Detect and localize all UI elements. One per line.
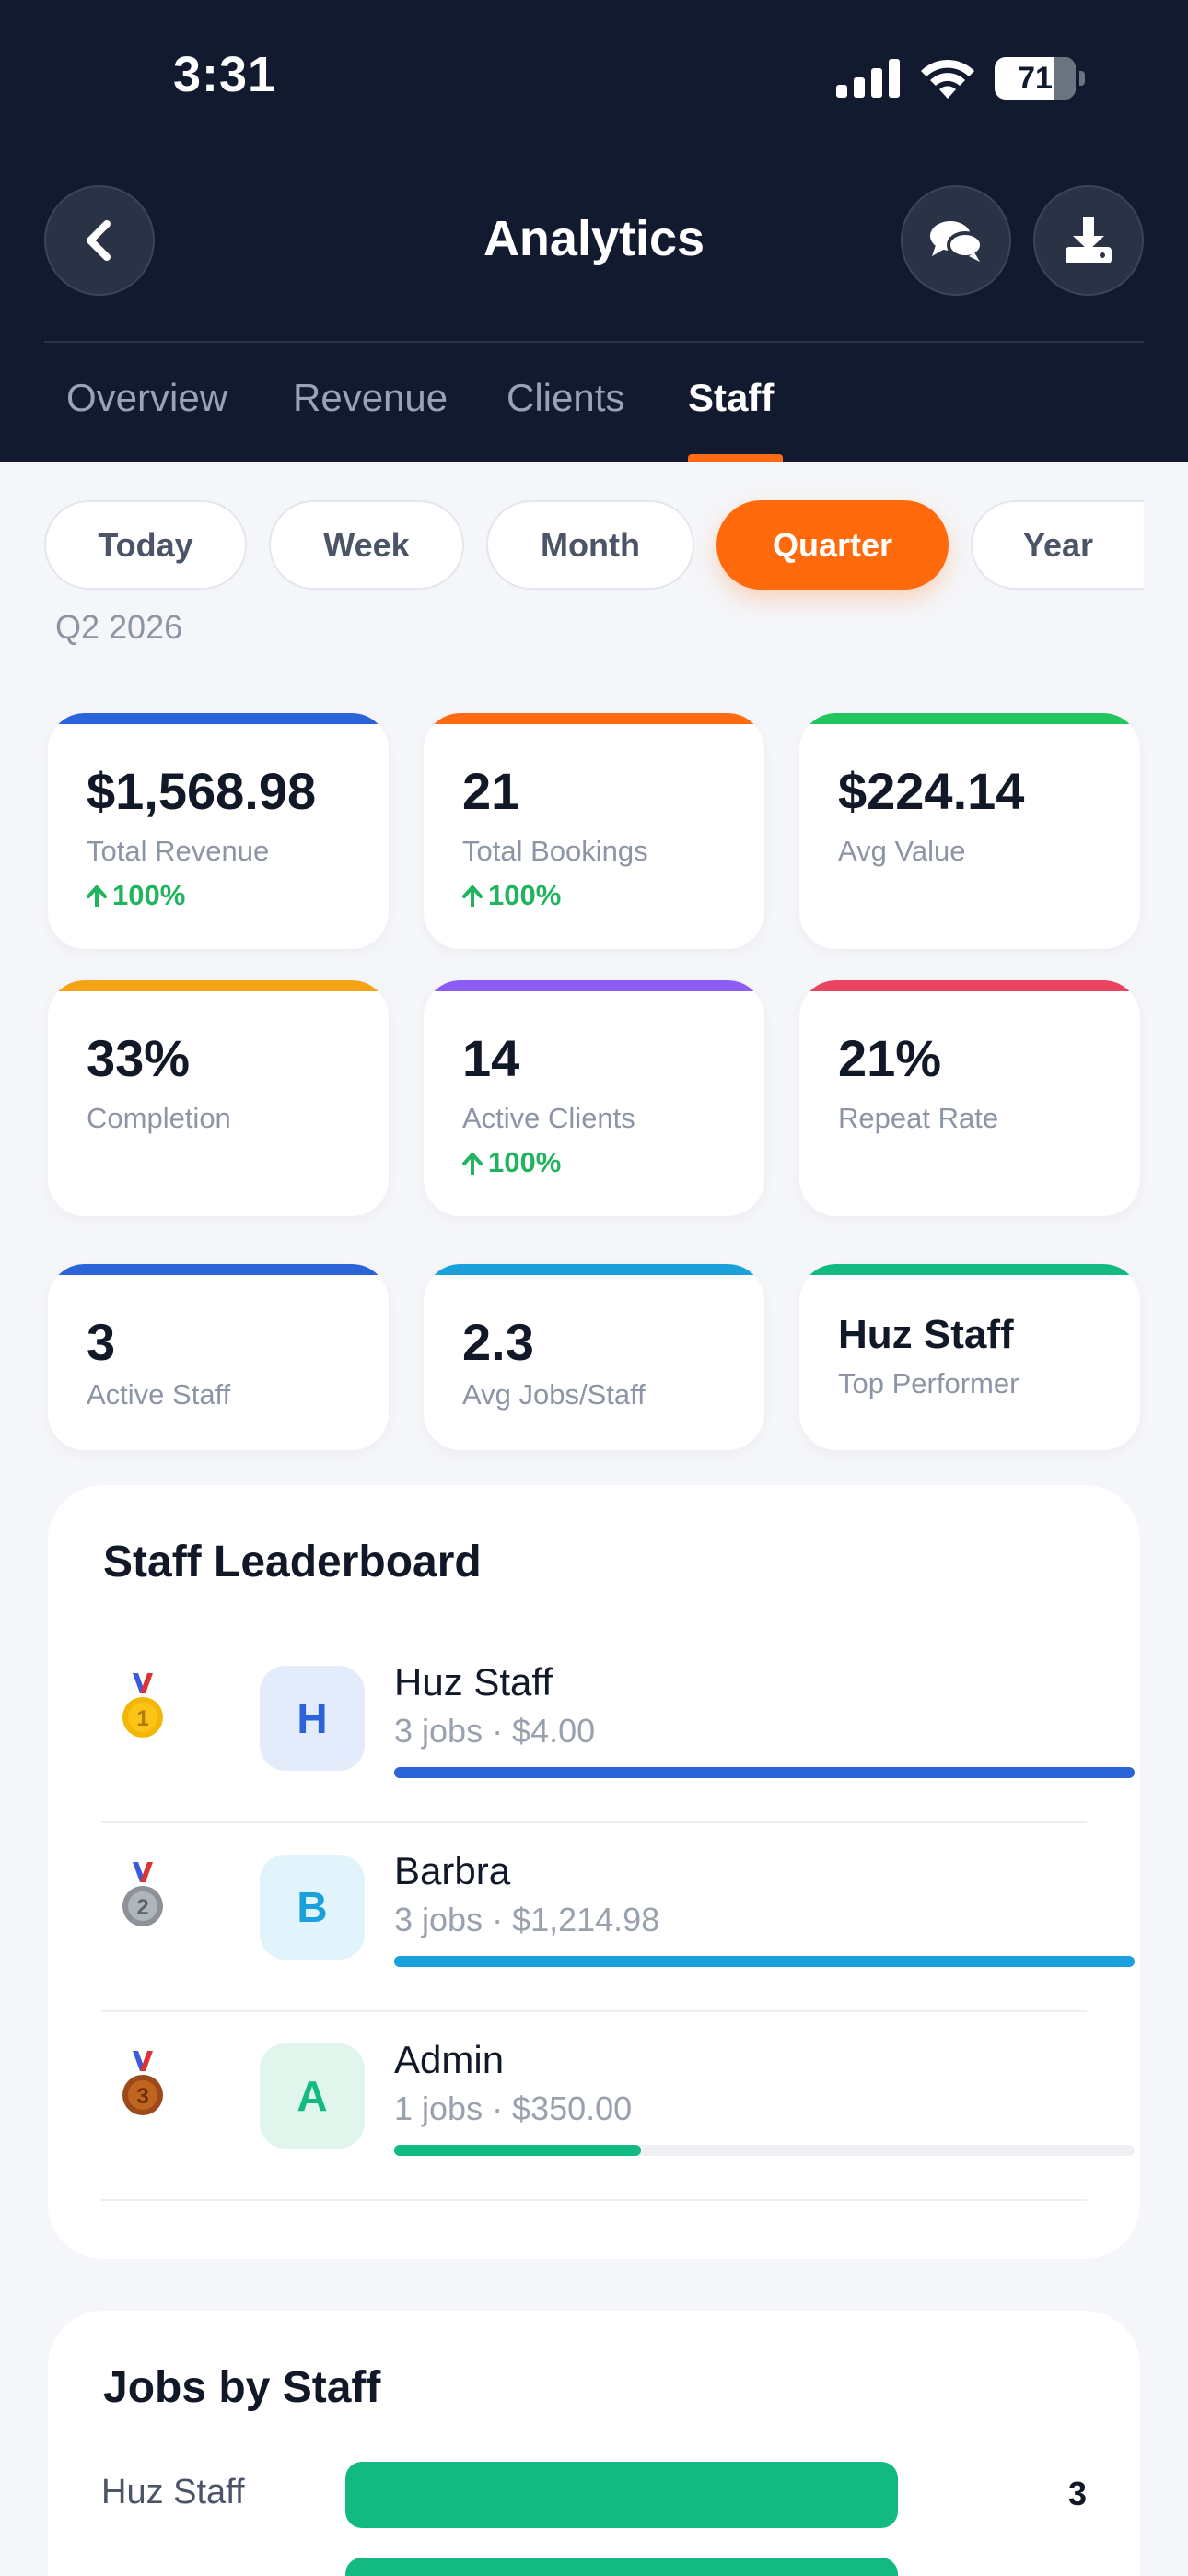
battery-icon: 71: [995, 57, 1076, 100]
period-week[interactable]: Week: [269, 500, 464, 590]
jobs-by-staff-panel: Jobs by Staff: [48, 2311, 1140, 2576]
back-button[interactable]: [44, 185, 155, 296]
stat-card-top-performer: Huz Staff Top Performer: [799, 1264, 1140, 1450]
progress-fill: [394, 1956, 1135, 1967]
tab-clients[interactable]: Clients: [507, 376, 625, 419]
jobs-bar: [345, 2462, 898, 2528]
header-divider: [44, 341, 1144, 343]
chat-icon: [930, 221, 984, 262]
leaderboard-row[interactable]: 1 H Huz Staff 3 jobs · $4.00: [101, 1634, 1135, 1823]
stat-label: Completion: [87, 1102, 231, 1134]
staff-name: Huz Staff: [394, 1660, 553, 1704]
progress-track: [394, 2145, 1135, 2156]
stat-label: Avg Jobs/Staff: [462, 1378, 646, 1411]
download-button[interactable]: [1033, 185, 1144, 296]
arrow-up-icon: [87, 885, 107, 908]
svg-text:3: 3: [136, 2084, 148, 2109]
staff-name: Admin: [394, 2038, 505, 2081]
tab-bar: Overview Revenue Clients Staff: [0, 343, 1188, 462]
avatar: A: [260, 2043, 365, 2149]
jobs-bar: [345, 2558, 898, 2576]
staff-summary: 3 jobs · $1,214.98: [394, 1901, 660, 1938]
stat-card-total-revenue: $1,568.98 Total Revenue 100%: [48, 713, 389, 949]
arrow-up-icon: [462, 885, 483, 908]
page-title: Analytics: [483, 211, 705, 266]
battery-level: 71: [1018, 60, 1053, 96]
stat-label: Top Performer: [838, 1367, 1019, 1399]
download-icon: [1066, 217, 1112, 263]
stat-card-active-staff: 3 Active Staff: [48, 1264, 389, 1450]
progress-track: [394, 1956, 1135, 1967]
stat-value: 21%: [838, 1029, 942, 1087]
stat-card-avg-value: $224.14 Avg Value: [799, 713, 1140, 949]
gold-medal-icon: 1: [122, 1673, 163, 1738]
tab-revenue[interactable]: Revenue: [293, 376, 448, 419]
period-month[interactable]: Month: [486, 500, 694, 590]
stat-label: Repeat Rate: [838, 1102, 999, 1134]
progress-fill: [394, 2145, 641, 2156]
stat-value: 2.3: [462, 1313, 534, 1371]
stat-label: Active Staff: [87, 1378, 231, 1411]
jobs-count: 3: [1067, 2475, 1087, 2512]
period-today[interactable]: Today: [44, 500, 247, 590]
stat-value: $224.14: [838, 762, 1025, 820]
avatar: B: [260, 1855, 365, 1960]
stat-card-active-clients: 14 Active Clients 100%: [424, 980, 764, 1216]
jobs-staff-name: Huz Staff: [101, 2473, 245, 2512]
leaderboard-row[interactable]: 3 A Admin 1 jobs · $350.00: [101, 2012, 1135, 2201]
app-header: 3:31 71 Analytics: [0, 0, 1188, 462]
leaderboard-row[interactable]: 2 B Barbra 3 jobs · $1,214.98: [101, 1823, 1135, 2012]
chevron-left-icon: [87, 220, 111, 261]
tab-staff[interactable]: Staff: [688, 376, 775, 419]
svg-text:1: 1: [136, 1706, 148, 1731]
arrow-up-icon: [462, 1153, 483, 1176]
stat-card-completion: 33% Completion: [48, 980, 389, 1216]
stat-card-total-bookings: 21 Total Bookings 100%: [424, 713, 764, 949]
staff-summary: 1 jobs · $350.00: [394, 2090, 633, 2127]
stat-label: Total Revenue: [87, 835, 270, 867]
leaderboard-title: Staff Leaderboard: [103, 1538, 482, 1587]
active-tab-indicator: [688, 454, 783, 462]
stat-label: Avg Value: [838, 835, 966, 867]
staff-name: Barbra: [394, 1849, 511, 1892]
stat-label: Active Clients: [462, 1102, 635, 1134]
stat-value: 33%: [87, 1029, 191, 1087]
period-year[interactable]: Year: [971, 500, 1144, 590]
progress-fill: [394, 1767, 1135, 1778]
silver-medal-icon: 2: [122, 1862, 163, 1926]
bronze-medal-icon: 3: [122, 2051, 163, 2115]
stat-value: 21: [462, 762, 520, 820]
stat-value: $1,568.98: [87, 762, 317, 820]
progress-track: [394, 1767, 1135, 1778]
svg-text:2: 2: [136, 1895, 148, 1920]
stat-trend: 100%: [462, 1146, 561, 1179]
stat-card-avg-jobs-staff: 2.3 Avg Jobs/Staff: [424, 1264, 764, 1450]
staff-leaderboard-panel: Staff Leaderboard 1 H Huz Staff 3 jobs ·…: [48, 1485, 1140, 2259]
chat-button[interactable]: [901, 185, 1011, 296]
stat-value: Huz Staff: [838, 1312, 1014, 1357]
status-time: 3:31: [173, 47, 277, 102]
tab-overview[interactable]: Overview: [66, 376, 228, 419]
stat-value: 14: [462, 1029, 520, 1087]
stat-card-repeat-rate: 21% Repeat Rate: [799, 980, 1140, 1216]
jobs-by-staff-title: Jobs by Staff: [103, 2363, 381, 2412]
stat-label: Total Bookings: [462, 835, 648, 867]
status-icons: 71: [836, 57, 1085, 100]
wifi-icon: [921, 59, 974, 99]
stat-trend: 100%: [87, 879, 185, 912]
period-quarter[interactable]: Quarter: [716, 500, 949, 590]
avatar: H: [260, 1666, 365, 1771]
staff-summary: 3 jobs · $4.00: [394, 1712, 596, 1750]
stat-value: 3: [87, 1313, 116, 1371]
period-label: Q2 2026: [55, 608, 183, 646]
signal-icon: [836, 59, 900, 98]
stat-trend: 100%: [462, 879, 561, 912]
